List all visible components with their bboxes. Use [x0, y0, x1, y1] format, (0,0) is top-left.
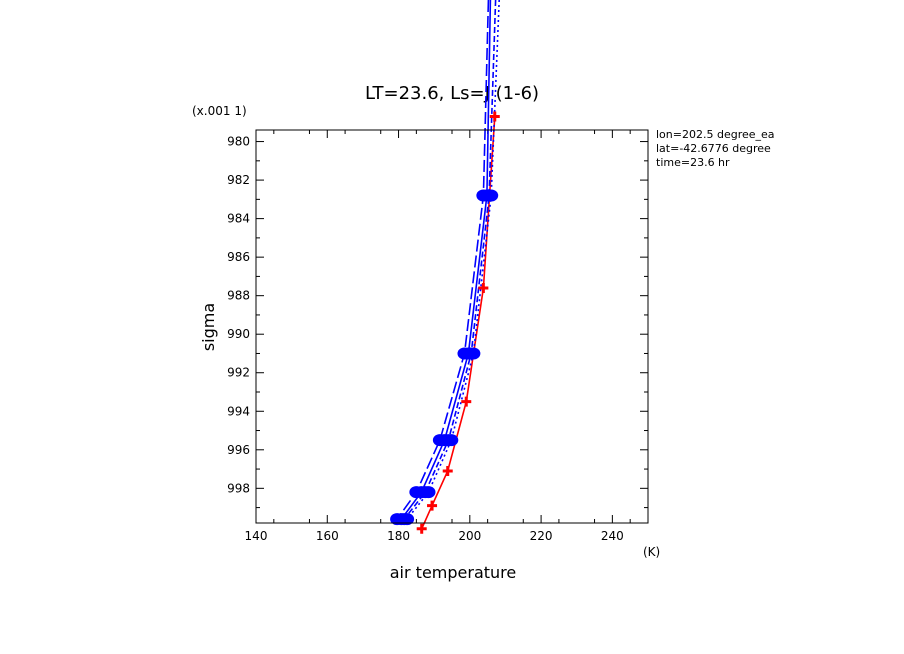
series-line-1 — [420, 116, 496, 530]
data-point-marker — [400, 513, 415, 526]
data-point-marker — [442, 465, 453, 476]
data-point-marker — [466, 347, 481, 360]
data-point-marker — [461, 396, 472, 407]
y-tick-label: 980 — [227, 135, 250, 149]
y-tick-label: 994 — [227, 404, 250, 418]
y-tick-label: 984 — [227, 212, 250, 226]
y-tick-label: 990 — [227, 327, 250, 341]
x-tick-label: 140 — [245, 529, 268, 543]
annotation-time: time=23.6 hr — [656, 156, 730, 169]
y-tick-label: 986 — [227, 250, 250, 264]
annotation-lat: lat=-42.6776 degree — [656, 142, 771, 155]
y-tick-label: 998 — [227, 481, 250, 495]
data-point-marker — [489, 111, 500, 122]
data-point-marker — [427, 500, 438, 511]
chart-title: LT=23.6, Ls=J (1-6) — [365, 83, 539, 104]
y-tick-label: 996 — [227, 443, 250, 457]
x-tick-label: 180 — [387, 529, 410, 543]
y-tick-label: 982 — [227, 173, 250, 187]
y-tick-label: 988 — [227, 289, 250, 303]
data-point-marker — [484, 189, 499, 202]
plot-frame — [255, 129, 649, 524]
data-point-marker — [416, 523, 427, 534]
y-scale-note: (x.001 1) — [192, 104, 247, 118]
x-tick-label: 220 — [530, 529, 553, 543]
annotation-lon: lon=202.5 degree_ea — [656, 128, 775, 141]
x-units-label: (K) — [643, 545, 660, 559]
x-tick-label: 200 — [458, 529, 481, 543]
x-axis-title: air temperature — [390, 563, 516, 582]
data-point-marker — [478, 282, 489, 293]
y-axis-title: sigma — [199, 303, 218, 351]
y-tick-label: 992 — [227, 366, 250, 380]
data-point-marker — [421, 486, 436, 499]
data-point-marker — [444, 434, 459, 447]
x-tick-label: 160 — [316, 529, 339, 543]
x-tick-label: 240 — [601, 529, 624, 543]
